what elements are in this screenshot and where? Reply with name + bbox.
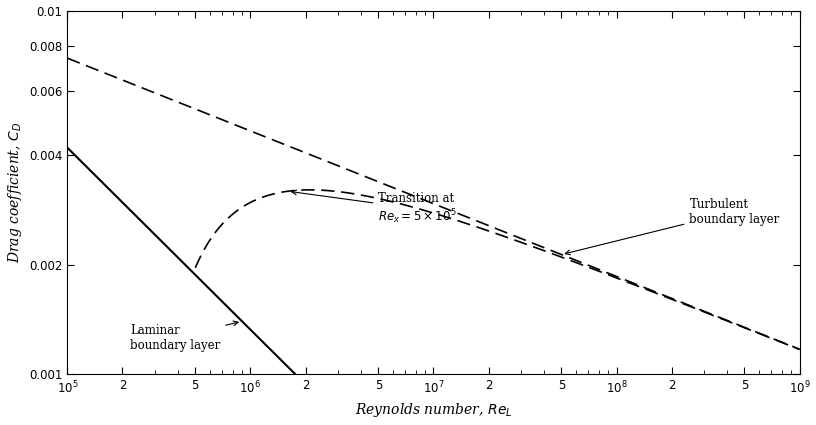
Text: Laminar
boundary layer: Laminar boundary layer	[130, 321, 238, 351]
Text: Turbulent
boundary layer: Turbulent boundary layer	[565, 198, 779, 255]
Y-axis label: Drag coefficient, $C_D$: Drag coefficient, $C_D$	[6, 122, 24, 263]
Text: Transition at
$Re_x = 5 \times 10^5$: Transition at $Re_x = 5 \times 10^5$	[292, 190, 457, 226]
X-axis label: Reynolds number, $Re_L$: Reynolds number, $Re_L$	[355, 402, 512, 419]
